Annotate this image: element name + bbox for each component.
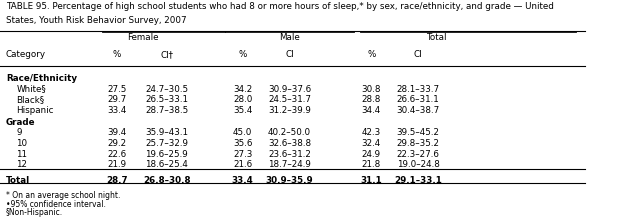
Text: Race/Ethnicity: Race/Ethnicity: [6, 74, 77, 83]
Text: 33.4: 33.4: [232, 176, 254, 185]
Text: 18.6–25.4: 18.6–25.4: [146, 160, 188, 169]
Text: 22.3–27.6: 22.3–27.6: [397, 150, 440, 159]
Text: 30.4–38.7: 30.4–38.7: [397, 106, 440, 115]
Text: 26.8–30.8: 26.8–30.8: [143, 176, 190, 185]
Text: Black§: Black§: [17, 95, 44, 104]
Text: 28.7: 28.7: [106, 176, 128, 185]
Text: Total: Total: [6, 176, 30, 185]
Text: 30.9–35.9: 30.9–35.9: [266, 176, 313, 185]
Text: 26.6–31.1: 26.6–31.1: [397, 95, 440, 104]
Text: 10: 10: [17, 139, 28, 148]
Text: 24.9: 24.9: [362, 150, 381, 159]
Text: 22.6: 22.6: [108, 150, 126, 159]
Text: Grade: Grade: [6, 118, 35, 127]
Text: 42.3: 42.3: [362, 128, 381, 137]
Text: White§: White§: [17, 85, 46, 94]
Text: 28.0: 28.0: [233, 95, 253, 104]
Text: 28.7–38.5: 28.7–38.5: [145, 106, 188, 115]
Text: 35.4: 35.4: [233, 106, 253, 115]
Text: * On an average school night.: * On an average school night.: [6, 191, 121, 200]
Text: 39.5–45.2: 39.5–45.2: [397, 128, 440, 137]
Text: 12: 12: [17, 160, 28, 169]
Text: 21.8: 21.8: [362, 160, 381, 169]
Text: 29.7: 29.7: [107, 95, 127, 104]
Text: 31.2–39.9: 31.2–39.9: [268, 106, 311, 115]
Text: %: %: [367, 50, 376, 59]
Text: CI: CI: [414, 50, 422, 59]
Text: •95% confidence interval.: •95% confidence interval.: [6, 200, 106, 209]
Text: 29.1–33.1: 29.1–33.1: [394, 176, 442, 185]
Text: 34.2: 34.2: [233, 85, 253, 94]
Text: 45.0: 45.0: [233, 128, 253, 137]
Text: 31.1: 31.1: [360, 176, 382, 185]
Text: Hispanic: Hispanic: [17, 106, 54, 115]
Text: CI: CI: [285, 50, 294, 59]
Text: 25.7–32.9: 25.7–32.9: [146, 139, 188, 148]
Text: 21.9: 21.9: [108, 160, 126, 169]
Text: 19.0–24.8: 19.0–24.8: [397, 160, 440, 169]
Text: 29.8–35.2: 29.8–35.2: [397, 139, 440, 148]
Text: 27.5: 27.5: [107, 85, 127, 94]
Text: 33.4: 33.4: [107, 106, 127, 115]
Text: Male: Male: [279, 33, 300, 42]
Text: %: %: [113, 50, 121, 59]
Text: 23.6–31.2: 23.6–31.2: [268, 150, 311, 159]
Text: 29.2: 29.2: [108, 139, 126, 148]
Text: 18.7–24.9: 18.7–24.9: [268, 160, 311, 169]
Text: 28.8: 28.8: [362, 95, 381, 104]
Text: 32.4: 32.4: [362, 139, 381, 148]
Text: 30.8: 30.8: [362, 85, 381, 94]
Text: 19.6–25.9: 19.6–25.9: [146, 150, 188, 159]
Text: Category: Category: [6, 50, 46, 59]
Text: 9: 9: [17, 128, 22, 137]
Text: 39.4: 39.4: [107, 128, 127, 137]
Text: 35.6: 35.6: [233, 139, 253, 148]
Text: §Non-Hispanic.: §Non-Hispanic.: [6, 208, 63, 217]
Text: CI†: CI†: [160, 50, 173, 59]
Text: 32.6–38.8: 32.6–38.8: [268, 139, 311, 148]
Text: Female: Female: [128, 33, 159, 42]
Text: 24.5–31.7: 24.5–31.7: [268, 95, 311, 104]
Text: %: %: [238, 50, 247, 59]
Text: 24.7–30.5: 24.7–30.5: [145, 85, 188, 94]
Text: 28.1–33.7: 28.1–33.7: [397, 85, 440, 94]
Text: 40.2–50.0: 40.2–50.0: [268, 128, 311, 137]
Text: 11: 11: [17, 150, 28, 159]
Text: TABLE 95. Percentage of high school students who had 8 or more hours of sleep,* : TABLE 95. Percentage of high school stud…: [6, 2, 554, 11]
Text: 35.9–43.1: 35.9–43.1: [146, 128, 188, 137]
Text: 30.9–37.6: 30.9–37.6: [268, 85, 311, 94]
Text: 34.4: 34.4: [362, 106, 381, 115]
Text: States, Youth Risk Behavior Survey, 2007: States, Youth Risk Behavior Survey, 2007: [6, 16, 187, 25]
Text: Total: Total: [426, 33, 446, 42]
Text: 21.6: 21.6: [233, 160, 253, 169]
Text: 26.5–33.1: 26.5–33.1: [146, 95, 188, 104]
Text: 27.3: 27.3: [233, 150, 253, 159]
